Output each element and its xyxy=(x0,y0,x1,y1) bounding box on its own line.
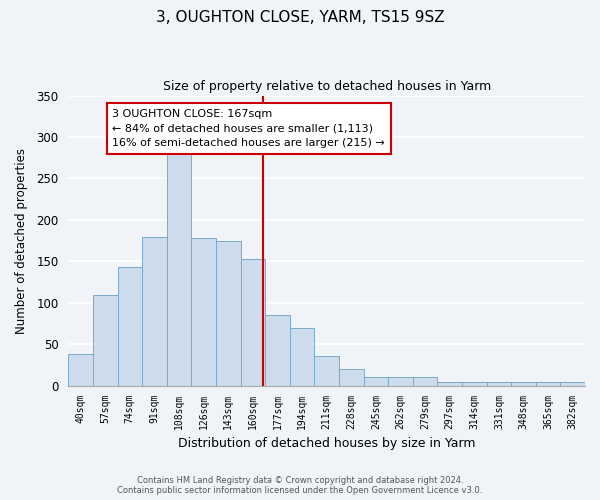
Text: Contains HM Land Registry data © Crown copyright and database right 2024.
Contai: Contains HM Land Registry data © Crown c… xyxy=(118,476,482,495)
Bar xyxy=(216,240,241,386)
Bar xyxy=(314,356,339,386)
Bar xyxy=(68,354,93,386)
Bar xyxy=(364,378,388,386)
Bar xyxy=(560,382,585,386)
Bar xyxy=(536,382,560,386)
Bar xyxy=(388,378,413,386)
Bar xyxy=(339,369,364,386)
Bar xyxy=(118,267,142,386)
Y-axis label: Number of detached properties: Number of detached properties xyxy=(15,148,28,334)
Bar xyxy=(241,259,265,386)
Bar xyxy=(462,382,487,386)
Bar xyxy=(511,382,536,386)
Bar xyxy=(191,238,216,386)
Bar xyxy=(167,150,191,386)
Title: Size of property relative to detached houses in Yarm: Size of property relative to detached ho… xyxy=(163,80,491,93)
X-axis label: Distribution of detached houses by size in Yarm: Distribution of detached houses by size … xyxy=(178,437,475,450)
Text: 3 OUGHTON CLOSE: 167sqm
← 84% of detached houses are smaller (1,113)
16% of semi: 3 OUGHTON CLOSE: 167sqm ← 84% of detache… xyxy=(112,108,385,148)
Bar xyxy=(142,236,167,386)
Bar xyxy=(487,382,511,386)
Bar xyxy=(265,316,290,386)
Text: 3, OUGHTON CLOSE, YARM, TS15 9SZ: 3, OUGHTON CLOSE, YARM, TS15 9SZ xyxy=(155,10,445,25)
Bar xyxy=(93,294,118,386)
Bar xyxy=(437,382,462,386)
Bar xyxy=(413,378,437,386)
Bar xyxy=(290,328,314,386)
